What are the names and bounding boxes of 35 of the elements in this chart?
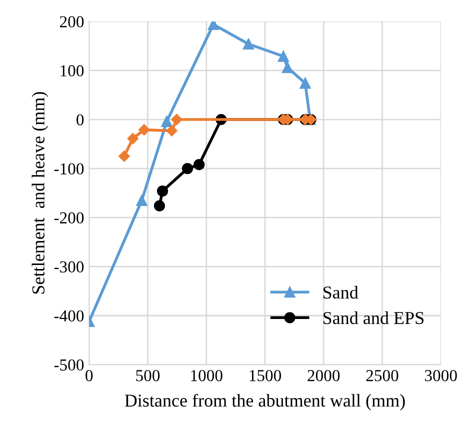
x-tick-label: 0 — [86, 370, 93, 382]
x-tick-label: 500 — [136, 370, 160, 382]
y-tick-label: -200 — [54, 212, 84, 224]
point — [161, 116, 172, 128]
point — [194, 159, 205, 170]
legend-label: Sand — [324, 286, 358, 299]
x-tick-label: 3000 — [424, 370, 457, 382]
x-tick-label: 1500 — [250, 370, 282, 382]
point — [171, 114, 182, 126]
point — [182, 162, 194, 174]
y-tick-label: -400 — [54, 310, 84, 322]
y-tick-label: -100 — [54, 163, 84, 174]
point — [208, 21, 219, 30]
point — [156, 186, 168, 197]
legend-label: Sand and EPS — [324, 311, 424, 324]
x-tick-label: 1000 — [191, 370, 222, 382]
point — [118, 150, 130, 162]
y-axis-title: Settlement and heave (mm) — [32, 92, 48, 294]
y-tick-label: 100 — [60, 65, 84, 76]
point — [242, 38, 254, 50]
point — [127, 133, 138, 144]
y-tick-label: -500 — [54, 359, 84, 371]
point — [136, 194, 148, 206]
point — [300, 78, 311, 89]
point — [278, 50, 289, 62]
point — [154, 200, 166, 212]
point — [166, 125, 178, 136]
x-tick-label: 2500 — [366, 370, 398, 382]
point — [138, 124, 150, 136]
y-tick-label: 200 — [60, 16, 84, 28]
y-tick-label: 0 — [76, 114, 84, 126]
y-tick-label: -300 — [54, 261, 84, 273]
x-axis-title: Distance from the abutment wall (mm) — [124, 394, 405, 410]
point — [282, 62, 294, 74]
x-tick-label: 2000 — [308, 370, 340, 382]
